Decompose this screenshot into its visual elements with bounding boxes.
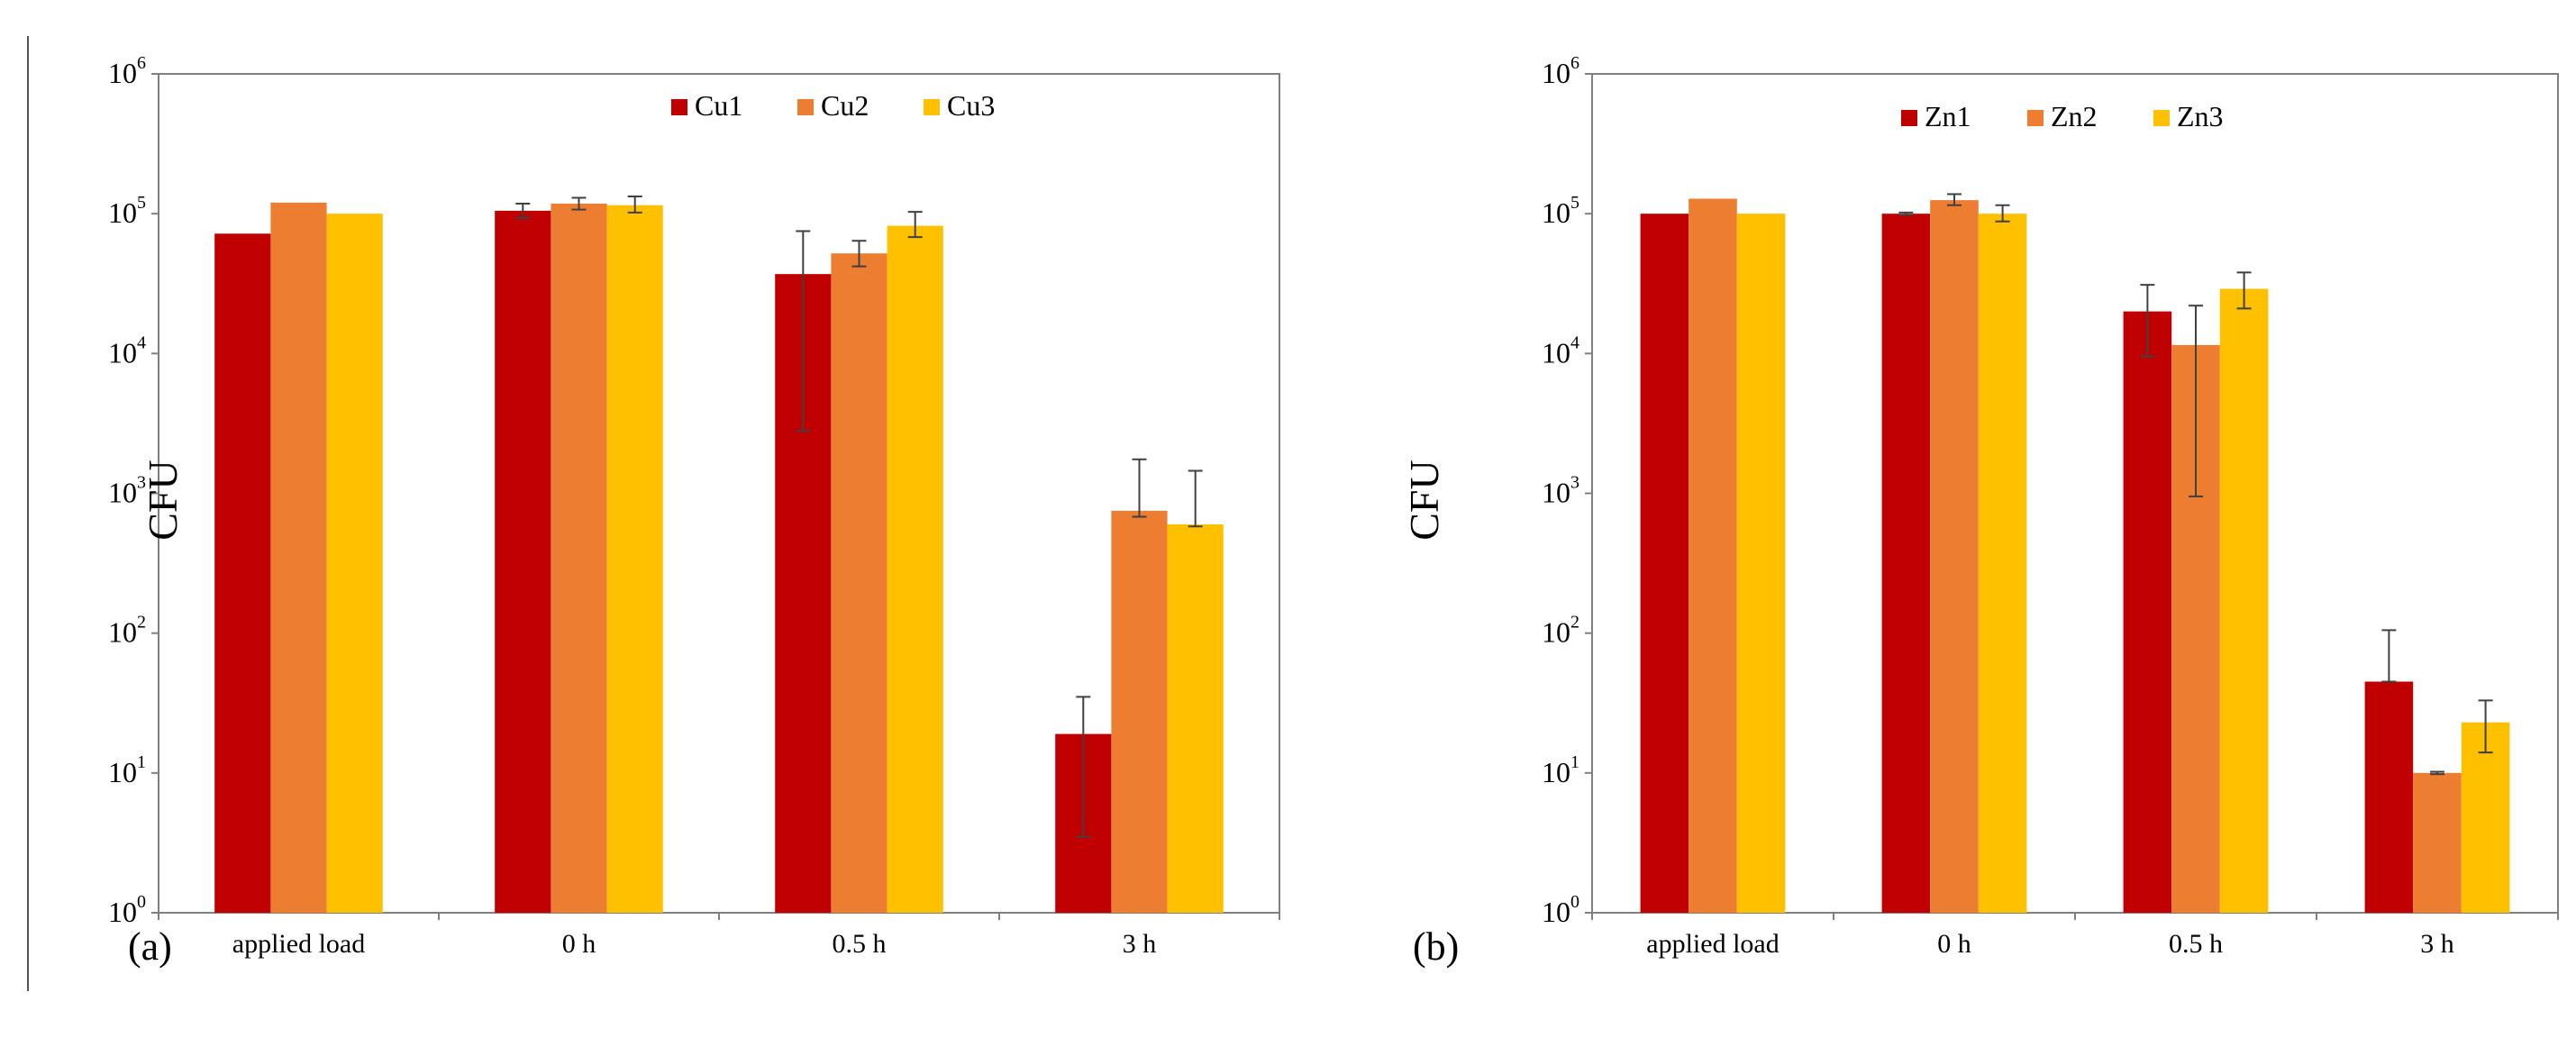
y-tick-base: 10	[1542, 616, 1570, 649]
bar-zn2	[2413, 772, 2462, 913]
legend-swatch-zn2	[2027, 110, 2044, 126]
bar-cu3	[326, 214, 383, 913]
y-tick-label: 101	[108, 752, 146, 788]
y-tick-base: 10	[1542, 336, 1570, 369]
bar-zn3	[2219, 288, 2269, 913]
x-tick-label: applied load	[232, 929, 365, 959]
bar-zn1	[2123, 311, 2172, 913]
legend-label-cu2: Cu2	[821, 89, 869, 122]
x-tick-label: 3 h	[1123, 929, 1157, 959]
y-tick-label: 103	[1542, 473, 1579, 509]
legend-label-cu3: Cu3	[947, 89, 995, 122]
legend-label-zn3: Zn3	[2177, 100, 2224, 132]
y-tick-exponent: 5	[1570, 193, 1579, 213]
y-tick-base: 10	[108, 477, 137, 509]
y-tick-exponent: 1	[137, 752, 146, 772]
y-tick-label: 100	[108, 892, 146, 928]
bar-cu3	[1167, 524, 1224, 913]
bar-zn1	[1640, 214, 1689, 913]
y-tick-base: 10	[108, 896, 137, 928]
y-tick-label: 102	[108, 613, 146, 649]
y-tick-exponent: 4	[1570, 332, 1579, 352]
panel-label: (b)	[1413, 924, 1459, 969]
y-tick-base: 10	[108, 196, 137, 229]
y-tick-exponent: 0	[137, 892, 146, 912]
bar-zn3	[2461, 722, 2510, 913]
x-tick-label: 0 h	[1937, 929, 1971, 959]
page-left-border	[27, 36, 29, 991]
y-tick-base: 10	[108, 756, 137, 788]
legend-label-cu1: Cu1	[695, 89, 742, 122]
y-tick-base: 10	[1542, 477, 1570, 509]
y-tick-label: 102	[1542, 613, 1579, 649]
bar-zn2	[1689, 198, 1737, 913]
y-tick-label: 104	[108, 332, 146, 369]
y-tick-base: 10	[108, 57, 137, 89]
y-tick-label: 106	[108, 53, 146, 89]
y-tick-exponent: 5	[137, 193, 146, 213]
bar-cu2	[831, 253, 887, 913]
bar-cu2	[270, 202, 327, 913]
y-tick-label: 101	[1542, 752, 1579, 788]
panel-label: (a)	[128, 924, 172, 969]
legend-swatch-cu1	[671, 99, 687, 115]
bar-zn3	[1978, 214, 2027, 913]
bar-cu1	[495, 210, 551, 914]
y-tick-label: 104	[1542, 332, 1579, 369]
x-tick-label: 3 h	[2420, 929, 2454, 959]
bar-cu3	[606, 205, 663, 913]
legend-swatch-cu3	[924, 99, 940, 115]
bar-zn2	[1930, 200, 1979, 913]
bar-cu2	[1111, 510, 1168, 913]
y-tick-exponent: 3	[1570, 473, 1579, 493]
y-tick-base: 10	[1542, 57, 1570, 89]
y-tick-exponent: 0	[1570, 892, 1579, 912]
y-tick-label: 106	[1542, 53, 1579, 89]
y-tick-exponent: 1	[1570, 752, 1579, 772]
y-axis-label: CFU	[140, 460, 186, 540]
bar-zn1	[1881, 214, 1931, 913]
y-tick-base: 10	[1542, 896, 1570, 928]
y-tick-label: 103	[108, 473, 146, 509]
y-tick-base: 10	[1542, 196, 1570, 229]
x-tick-label: 0.5 h	[2169, 929, 2223, 959]
y-axis-label: CFU	[1401, 460, 1447, 540]
y-tick-exponent: 6	[1570, 53, 1579, 73]
y-tick-base: 10	[108, 336, 137, 369]
x-tick-label: 0 h	[562, 929, 596, 959]
legend-swatch-zn3	[2153, 110, 2170, 126]
x-tick-label: 0.5 h	[833, 929, 887, 959]
bar-cu2	[551, 204, 607, 914]
legend-label-zn2: Zn2	[2051, 100, 2098, 132]
legend-swatch-zn1	[1901, 110, 1917, 126]
y-tick-base: 10	[108, 616, 137, 649]
legend-swatch-cu2	[797, 99, 814, 115]
bar-cu3	[887, 225, 943, 913]
y-tick-label: 105	[108, 193, 146, 229]
y-tick-label: 100	[1542, 892, 1579, 928]
bar-zn3	[1736, 214, 1786, 913]
y-tick-base: 10	[1542, 756, 1570, 788]
y-tick-exponent: 3	[137, 473, 146, 493]
y-tick-exponent: 2	[1570, 613, 1579, 633]
y-tick-exponent: 4	[137, 332, 146, 352]
bar-zn1	[2364, 681, 2414, 913]
x-tick-label: applied load	[1646, 929, 1779, 959]
y-tick-exponent: 6	[137, 53, 146, 73]
y-tick-label: 105	[1542, 193, 1579, 229]
y-tick-exponent: 2	[137, 613, 146, 633]
legend-label-zn1: Zn1	[1925, 100, 1971, 132]
bar-cu1	[214, 233, 271, 913]
